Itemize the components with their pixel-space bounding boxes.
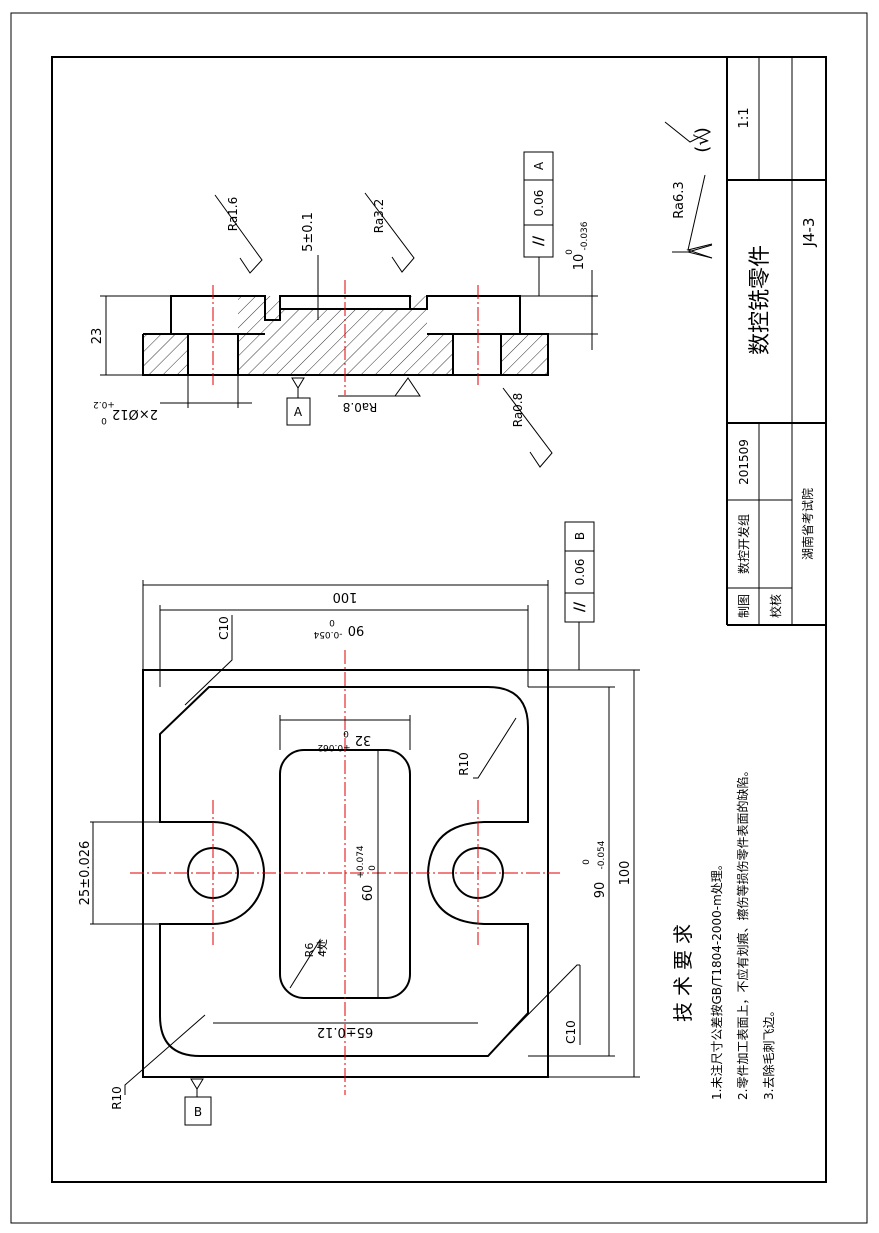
dim-holes: 2×Ø12 xyxy=(112,406,158,421)
c10-top: C10 xyxy=(217,616,231,640)
dim-32: 32 xyxy=(355,732,372,747)
dim-90-right: 90 xyxy=(593,882,608,899)
plan-view: 100 90 0 -0.054 32 +0.062 0 60 +0.074 0 … xyxy=(78,521,640,1126)
parallel-symbol-b: // xyxy=(572,601,588,612)
general-ra-suffix: (√) xyxy=(692,127,713,153)
ra-top-left: Ra1.6 xyxy=(226,197,240,232)
title-block: 1:1 数控铣零件 J4-3 制图 数控开发组 201509 校核 湖南省考试院 xyxy=(726,57,826,626)
ra-bottom-mid: Ra0.8 xyxy=(343,400,378,414)
drawn-by: 数控开发组 xyxy=(736,514,751,574)
general-ra-text: Ra6.3 xyxy=(672,181,687,218)
dim-90-right-upper: 0 xyxy=(582,859,592,865)
dim-ten-upper: 0 xyxy=(565,249,575,255)
organization: 湖南省考试院 xyxy=(800,488,815,560)
notes-heading: 技术要求 xyxy=(671,918,695,1022)
check-label: 校核 xyxy=(768,594,783,618)
drawn-date: 201509 xyxy=(737,439,751,485)
note-1: 1.未注尺寸公差按GB/T1804-2000-m处理。 xyxy=(709,858,724,1100)
dim-90-right-lower: -0.054 xyxy=(597,840,607,869)
datum-a: A xyxy=(294,405,303,419)
dim-100-top: 100 xyxy=(333,589,358,604)
r10-top-right: R10 xyxy=(457,752,471,776)
section-view: 23 2×Ø12 +0.2 0 5±0.1 10 0 -0.036 // 0.0… xyxy=(90,151,598,468)
outer-border xyxy=(10,12,868,1224)
inner-frame xyxy=(51,56,827,1183)
parallel-tol-a: 0.06 xyxy=(532,190,546,217)
dim-25: 25±0.026 xyxy=(78,841,93,906)
dim-holes-lower: 0 xyxy=(101,415,107,425)
parallel-ref-a: A xyxy=(532,161,546,170)
datum-b: B xyxy=(194,1105,202,1119)
dim-ten: 10 xyxy=(572,254,587,271)
scale-value: 1:1 xyxy=(737,108,752,129)
dim-90-top-lower: -0.054 xyxy=(313,629,342,639)
parallel-tol-b: 0.06 xyxy=(573,559,587,586)
general-roughness: Ra6.3 (√) xyxy=(664,121,713,259)
check-mark-icon xyxy=(664,121,711,143)
dim-65: 65±0.12 xyxy=(317,1024,373,1039)
parallel-ref-b: B xyxy=(573,532,587,540)
r6-count: 4处 xyxy=(316,939,329,957)
dim-60-upper: +0.074 xyxy=(356,845,366,879)
note-3: 3.去除毛刺飞边。 xyxy=(761,1005,776,1100)
part-name: 数控铣零件 xyxy=(748,245,773,355)
r10-bottom-left: R10 xyxy=(110,1086,124,1110)
parallel-symbol-a: // xyxy=(531,235,547,246)
dim-60: 60 xyxy=(361,885,376,902)
dim-32-upper: +0.062 xyxy=(317,742,350,752)
dim-90-top: 90 xyxy=(348,622,365,637)
dim-32-lower: 0 xyxy=(343,728,349,738)
drawn-label: 制图 xyxy=(737,594,751,618)
dim-holes-upper: +0.2 xyxy=(93,399,115,409)
dim-60-lower: 0 xyxy=(368,865,378,871)
r6-label: R6 xyxy=(303,943,316,958)
ra-right: Ra0.8 xyxy=(511,393,525,428)
c10-bottom: C10 xyxy=(564,1020,578,1044)
dim-height: 23 xyxy=(90,328,105,345)
ra-top-mid: Ra3.2 xyxy=(372,199,386,234)
dim-ten-lower: -0.036 xyxy=(580,221,590,250)
drawing-number: J4-3 xyxy=(800,218,818,248)
dim-90-top-upper: 0 xyxy=(329,617,335,627)
dim-depth: 5±0.1 xyxy=(301,212,316,252)
dim-100-right: 100 xyxy=(618,861,633,886)
note-2: 2.零件加工表面上，不应有划痕、擦伤等损伤零件表面的缺陷。 xyxy=(735,765,750,1100)
technical-notes: 技术要求 1.未注尺寸公差按GB/T1804-2000-m处理。 2.零件加工表… xyxy=(671,765,776,1100)
